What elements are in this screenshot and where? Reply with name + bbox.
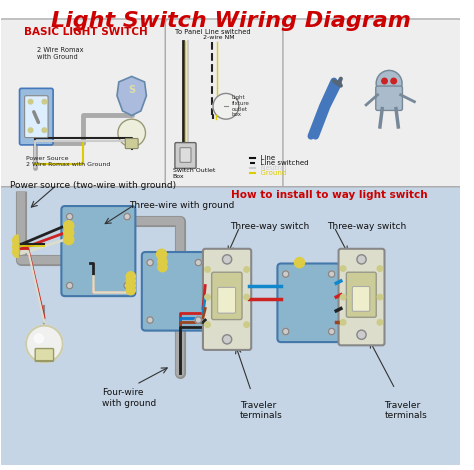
FancyBboxPatch shape <box>346 272 376 317</box>
Circle shape <box>294 258 304 267</box>
Circle shape <box>147 317 153 323</box>
Circle shape <box>391 78 396 84</box>
FancyBboxPatch shape <box>338 249 384 345</box>
Text: S: S <box>128 85 135 95</box>
Text: Ground: Ground <box>256 170 286 176</box>
Circle shape <box>328 329 335 335</box>
Text: Three-wire with ground: Three-wire with ground <box>129 201 235 210</box>
Circle shape <box>28 99 33 104</box>
Circle shape <box>222 255 232 264</box>
Text: Traveler
terminals: Traveler terminals <box>384 401 427 420</box>
Text: 2 Wire Romax
with Ground: 2 Wire Romax with Ground <box>37 47 84 60</box>
FancyBboxPatch shape <box>0 187 463 467</box>
Circle shape <box>283 271 289 277</box>
FancyBboxPatch shape <box>125 139 138 149</box>
Wedge shape <box>13 246 18 258</box>
Circle shape <box>376 70 402 96</box>
Text: BASIC LIGHT SWITCH: BASIC LIGHT SWITCH <box>24 27 147 37</box>
Wedge shape <box>13 241 18 252</box>
Circle shape <box>66 213 73 220</box>
FancyBboxPatch shape <box>165 19 289 191</box>
Circle shape <box>382 78 387 84</box>
FancyBboxPatch shape <box>35 349 54 361</box>
Circle shape <box>126 286 136 295</box>
FancyBboxPatch shape <box>25 96 48 138</box>
Circle shape <box>126 272 136 281</box>
Wedge shape <box>13 235 18 246</box>
Text: Power Source
2 Wire Romax with Ground: Power Source 2 Wire Romax with Ground <box>26 156 110 167</box>
Circle shape <box>26 326 63 362</box>
Circle shape <box>213 94 239 119</box>
FancyBboxPatch shape <box>212 272 242 320</box>
Text: Line: Line <box>256 155 275 161</box>
FancyBboxPatch shape <box>218 287 236 313</box>
Text: To Panel: To Panel <box>175 29 203 35</box>
Circle shape <box>205 266 210 272</box>
Circle shape <box>156 249 167 259</box>
Circle shape <box>126 276 136 286</box>
Text: Traveler
terminals: Traveler terminals <box>240 401 283 420</box>
Circle shape <box>357 330 366 339</box>
FancyBboxPatch shape <box>352 287 370 311</box>
Circle shape <box>340 320 346 325</box>
FancyBboxPatch shape <box>180 148 191 162</box>
Circle shape <box>377 294 383 300</box>
Circle shape <box>66 282 73 289</box>
Circle shape <box>283 329 289 335</box>
Circle shape <box>244 294 249 300</box>
Circle shape <box>222 335 232 344</box>
Circle shape <box>195 259 201 266</box>
FancyBboxPatch shape <box>19 88 53 145</box>
Circle shape <box>244 266 249 272</box>
Circle shape <box>328 271 335 277</box>
Text: Three-way switch: Three-way switch <box>327 222 406 231</box>
FancyBboxPatch shape <box>203 249 251 350</box>
Circle shape <box>340 294 346 300</box>
Circle shape <box>64 235 74 245</box>
Circle shape <box>377 266 383 271</box>
FancyBboxPatch shape <box>0 19 171 191</box>
Circle shape <box>158 257 167 266</box>
Circle shape <box>34 334 44 343</box>
Text: Line switched: Line switched <box>205 29 251 35</box>
Text: Line switched: Line switched <box>256 160 308 166</box>
FancyBboxPatch shape <box>175 142 196 168</box>
Circle shape <box>42 99 46 104</box>
Text: How to install to way light switch: How to install to way light switch <box>230 190 427 200</box>
FancyBboxPatch shape <box>277 264 340 342</box>
Polygon shape <box>117 77 146 116</box>
Text: 2-wire NM: 2-wire NM <box>203 35 235 40</box>
Circle shape <box>205 322 210 328</box>
Circle shape <box>377 320 383 325</box>
Text: Three-way switch: Three-way switch <box>230 222 310 231</box>
Text: Power source (two-wire with ground): Power source (two-wire with ground) <box>10 181 176 190</box>
FancyBboxPatch shape <box>142 252 207 330</box>
Circle shape <box>124 213 130 220</box>
FancyBboxPatch shape <box>61 206 136 296</box>
Circle shape <box>244 322 249 328</box>
FancyBboxPatch shape <box>283 19 463 191</box>
FancyBboxPatch shape <box>376 86 402 110</box>
Circle shape <box>42 128 46 133</box>
Text: Neutral: Neutral <box>256 165 286 171</box>
Text: Four-wire
with ground: Four-wire with ground <box>102 389 156 408</box>
Circle shape <box>64 227 74 238</box>
Circle shape <box>118 119 146 147</box>
Text: Light
fixture
outlet
box: Light fixture outlet box <box>232 95 250 118</box>
Circle shape <box>28 128 33 133</box>
Circle shape <box>64 221 74 231</box>
Circle shape <box>340 266 346 271</box>
Text: Light Switch Wiring Diagram: Light Switch Wiring Diagram <box>51 11 410 31</box>
Circle shape <box>195 317 201 323</box>
Circle shape <box>147 259 153 266</box>
Circle shape <box>357 255 366 264</box>
Circle shape <box>158 263 167 272</box>
Circle shape <box>205 294 210 300</box>
Text: Switch Outlet
Box: Switch Outlet Box <box>173 168 215 179</box>
Circle shape <box>126 281 136 290</box>
Circle shape <box>124 282 130 289</box>
